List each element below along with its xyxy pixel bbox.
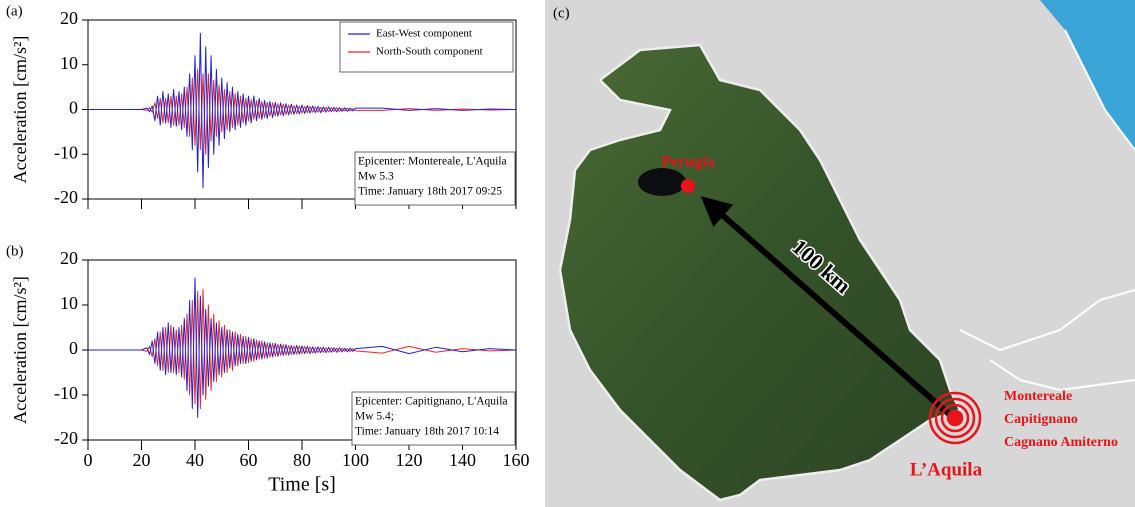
annotation-text: Mw 5.4; xyxy=(355,411,394,423)
series-line xyxy=(88,277,517,418)
x-axis-label: Time [s] xyxy=(268,474,336,496)
y-axis-label: Acceleration [cm/s²] xyxy=(10,36,30,184)
x-tick-label: 120 xyxy=(396,450,423,470)
panel-label: (b) xyxy=(6,243,24,259)
annotation-text: Time: January 18th 2017 09:25 xyxy=(358,186,502,198)
series-line xyxy=(88,32,517,189)
y-tick-label: -20 xyxy=(54,428,78,448)
distance-arrow xyxy=(700,196,952,418)
x-tick-label: 60 xyxy=(240,450,258,470)
y-axis-label: Acceleration [cm/s²] xyxy=(10,276,30,424)
plot-frame xyxy=(87,259,517,441)
series-line xyxy=(88,68,517,155)
annotation-box xyxy=(354,151,516,206)
border xyxy=(959,29,1135,392)
city-dot xyxy=(681,179,695,193)
y-tick-label: 20 xyxy=(60,8,78,28)
y-tick-label: -20 xyxy=(54,187,78,207)
y-tick-label: 20 xyxy=(60,248,78,268)
plot-frame xyxy=(87,19,517,200)
annotation-text: Epicenter: Montereale, L'Aquila xyxy=(358,156,507,168)
annotation-text: Mw 5.3 xyxy=(358,171,394,183)
x-tick-label: 100 xyxy=(342,450,369,470)
y-tick-label: -10 xyxy=(54,383,78,403)
panel-label: (c) xyxy=(553,5,570,21)
y-tick-label: 0 xyxy=(69,98,78,118)
y-tick-label: 10 xyxy=(60,293,78,313)
series-line xyxy=(88,288,517,409)
epicenter-rings xyxy=(928,391,982,445)
epicenter-label: Capitignano xyxy=(1004,412,1078,427)
panel-label: (a) xyxy=(6,3,23,19)
x-tick-label: 0 xyxy=(84,450,93,470)
legend-label: East-West component xyxy=(376,28,472,40)
city-label: Perugia xyxy=(661,154,714,171)
y-tick-label: 10 xyxy=(60,53,78,73)
epicenter-label: Montereale xyxy=(1004,389,1072,404)
x-tick-label: 80 xyxy=(293,450,311,470)
legend-box xyxy=(339,21,514,73)
x-tick-label: 140 xyxy=(449,450,476,470)
epicenter-label: Cagnano Amiterno xyxy=(1004,435,1118,450)
map-panel: (c) Perugia 100 km Montereale Capitignan… xyxy=(545,0,1135,507)
annotation-box xyxy=(351,391,516,446)
annotation-text: Epicenter: Capitignano, L'Aquila xyxy=(355,396,508,408)
area-label: L’Aquila xyxy=(910,459,983,480)
lake xyxy=(638,168,686,196)
x-tick-label: 40 xyxy=(186,450,204,470)
y-tick-label: -10 xyxy=(54,142,78,162)
legend-label: North-South component xyxy=(376,46,483,58)
x-tick-label: 20 xyxy=(133,450,151,470)
annotation-text: Time: January 18th 2017 10:14 xyxy=(355,426,499,438)
x-tick-label: 160 xyxy=(503,450,530,470)
y-tick-label: 0 xyxy=(69,338,78,358)
region xyxy=(558,43,962,502)
